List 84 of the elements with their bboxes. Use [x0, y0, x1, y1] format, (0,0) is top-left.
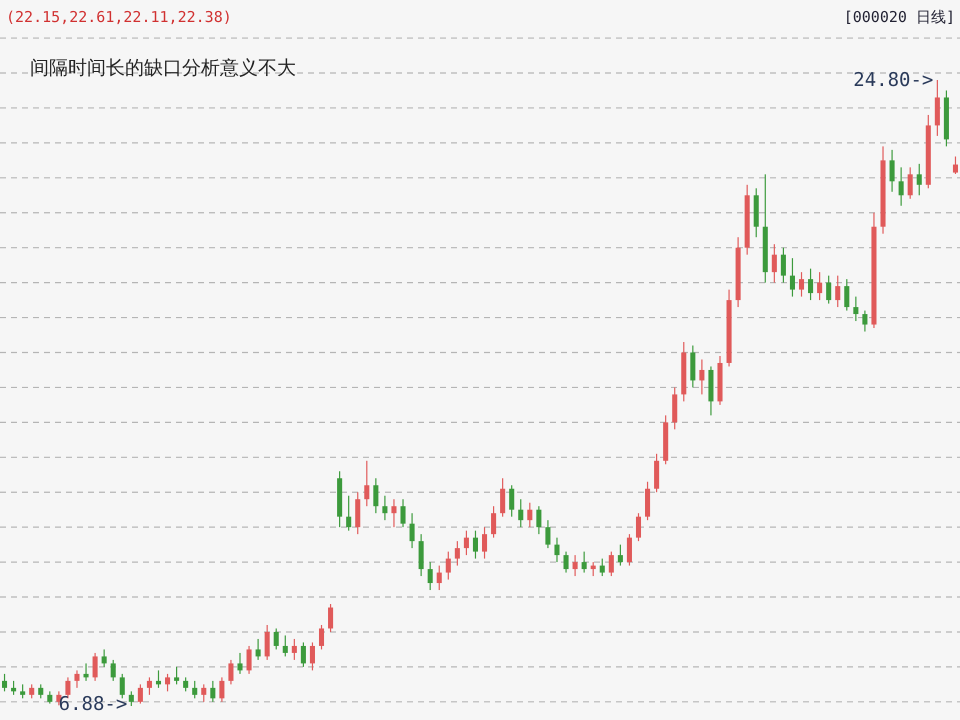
candlestick: [545, 520, 550, 549]
candlestick: [862, 310, 868, 332]
candlestick: [482, 526, 488, 560]
candlestick: [472, 530, 478, 560]
candlestick: [47, 690, 52, 704]
candlestick: [464, 530, 469, 556]
candlestick: [798, 272, 804, 298]
candlestick: [826, 275, 832, 304]
candlestick: [201, 684, 206, 702]
candlestick: [618, 544, 623, 566]
candlestick: [373, 478, 378, 514]
candlestick: [138, 684, 143, 704]
candlestick: [564, 551, 569, 574]
candlestick: [491, 506, 496, 538]
candlestick: [608, 551, 614, 577]
candlestick: [274, 628, 279, 650]
candlestick: [780, 247, 786, 284]
candlestick: [518, 498, 524, 528]
candlestick: [165, 673, 170, 692]
candlestick: [916, 163, 922, 196]
annotation: [000020 日线]: [844, 8, 955, 26]
candlestick: [817, 272, 822, 301]
candlestick: [110, 659, 116, 682]
candlestick: [146, 676, 152, 696]
candlestick: [699, 358, 704, 396]
candlestick: [128, 690, 134, 707]
candlestick: [436, 564, 442, 591]
candlestick: [835, 275, 840, 308]
candlestick: [92, 652, 98, 682]
candlestick: [102, 648, 107, 668]
candlestick: [446, 551, 451, 580]
annotation: 24.80->: [853, 69, 934, 91]
candlestick: [590, 561, 596, 577]
candlestick: [410, 512, 415, 549]
candlestick: [20, 684, 26, 699]
candlestick: [346, 495, 352, 532]
candlestick: [636, 512, 642, 542]
candlestick: [156, 670, 162, 688]
candlestick: [192, 680, 198, 699]
candlestick: [454, 540, 460, 566]
candlestick: [952, 156, 958, 175]
candlestick: [183, 676, 188, 692]
candlestick: [382, 495, 388, 521]
candlestick: [428, 561, 433, 591]
candlestick: [572, 554, 578, 577]
candlestick: [391, 498, 396, 528]
candlestick: [210, 680, 216, 702]
annotation: 6.88->: [58, 693, 128, 716]
candlestick: [853, 296, 858, 322]
candlestick: [237, 652, 243, 674]
candlestick: [38, 684, 44, 699]
candlestick: [74, 670, 80, 688]
candlestick: [908, 166, 913, 200]
candlestick: [310, 642, 315, 671]
candlestick: [890, 149, 895, 192]
candlestick: [527, 502, 532, 528]
candlestick: [174, 666, 180, 685]
candlestick: [898, 166, 904, 206]
candlestick: [219, 676, 224, 702]
candlestick: [29, 684, 34, 699]
candlestick: [11, 680, 16, 696]
candlestick: [808, 268, 814, 301]
candlestick: [292, 638, 297, 661]
candlestick: [2, 673, 8, 692]
candlestick: [844, 278, 850, 312]
candlestick: [228, 659, 234, 685]
candlestick: [84, 662, 89, 682]
candlestick: [554, 537, 560, 563]
candlestick: [282, 634, 288, 658]
candlestick: [246, 645, 252, 674]
candlestick: [400, 498, 406, 528]
candlestick: [582, 551, 587, 574]
candlestick: [790, 258, 795, 298]
candlestick: [300, 642, 306, 668]
annotation: (22.15,22.61,22.11,22.38): [6, 8, 232, 26]
candlestick: [364, 460, 370, 507]
candlestick: [328, 603, 334, 633]
candlestick: [536, 506, 542, 535]
candlestick: [600, 558, 605, 577]
text: 间隔时间长的缺口分析意义不大: [30, 57, 296, 79]
candlestick: [772, 244, 777, 284]
candlestick: [509, 484, 514, 518]
candlestick: [256, 638, 261, 661]
candlestick: [318, 624, 324, 650]
